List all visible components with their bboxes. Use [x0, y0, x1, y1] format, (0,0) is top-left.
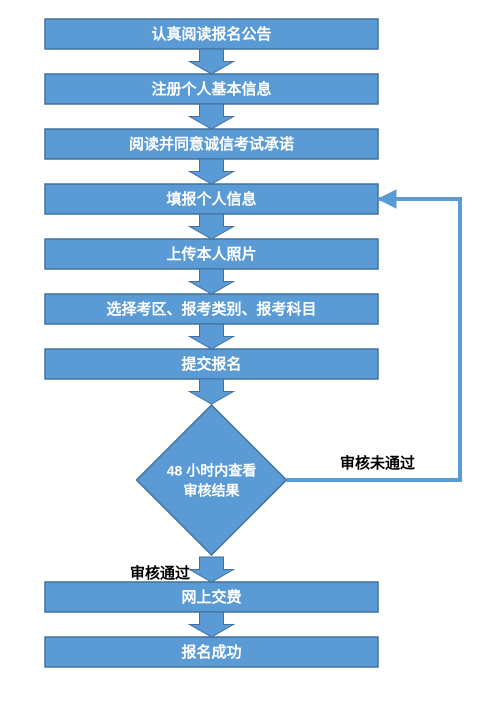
flowchart-canvas: 认真阅读报名公告注册个人基本信息阅读并同意诚信考试承诺填报个人信息上传本人照片选…	[0, 0, 500, 715]
down-arrow-7	[190, 379, 234, 404]
down-arrow-1	[190, 49, 234, 74]
decision-diamond	[137, 405, 287, 555]
decision-label-line2: 审核结果	[184, 483, 241, 499]
flow-box-label-n5: 上传本人照片	[166, 245, 256, 263]
down-arrow-9	[190, 612, 234, 637]
flow-box-label-n7: 提交报名	[181, 355, 241, 373]
flow-box-label-n3: 阅读并同意诚信考试承诺	[129, 135, 294, 153]
flow-box-label-n4: 填报个人信息	[166, 190, 256, 208]
down-arrow-2	[190, 104, 234, 129]
flow-box-label-n9: 报名成功	[181, 643, 241, 661]
decision-label-line1: 48 小时内查看	[167, 463, 256, 479]
flow-box-label-n6: 选择考区、报考类别、报考科目	[106, 300, 316, 318]
flow-box-label-n8: 网上交费	[181, 588, 241, 606]
down-arrow-8	[190, 557, 234, 582]
down-arrow-4	[190, 214, 234, 239]
down-arrow-6	[190, 324, 234, 349]
flow-box-label-n1: 认真阅读报名公告	[151, 25, 271, 43]
down-arrow-3	[190, 159, 234, 184]
fail-label: 审核未通过	[340, 454, 415, 472]
pass-label: 审核通过	[130, 564, 190, 582]
down-arrow-5	[190, 269, 234, 294]
feedback-arrowhead-icon	[378, 190, 396, 208]
flow-box-label-n2: 注册个人基本信息	[151, 80, 271, 98]
